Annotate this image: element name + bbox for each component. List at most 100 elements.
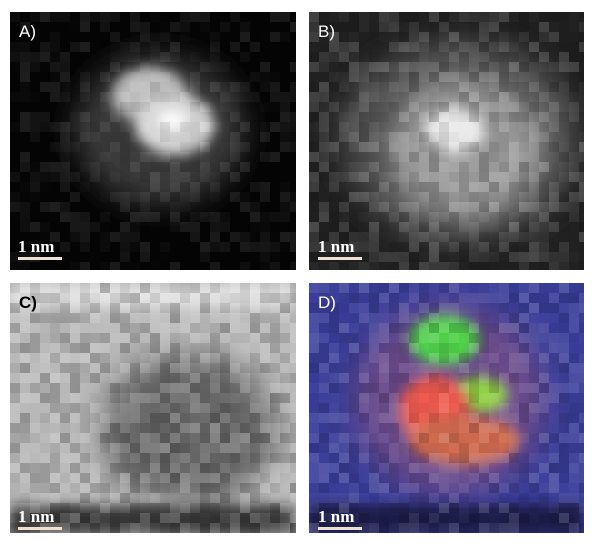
pixel	[389, 72, 399, 82]
pixel	[220, 403, 230, 413]
pixel	[50, 363, 60, 373]
pixel	[519, 313, 529, 323]
pixel	[140, 162, 150, 172]
pixel	[140, 283, 150, 293]
pixel	[319, 172, 329, 182]
pixel	[519, 62, 529, 72]
pixel	[50, 92, 60, 102]
pixel	[70, 102, 80, 112]
pixel	[409, 483, 419, 493]
pixel	[529, 172, 539, 182]
pixel	[439, 493, 449, 503]
pixel	[499, 182, 509, 192]
pixel	[459, 232, 469, 242]
figure: A) B) C) D) 1 nm 1 nm 1 nm 1 nm	[0, 0, 593, 537]
pixel	[339, 333, 349, 343]
pixel	[449, 403, 459, 413]
pixel	[389, 252, 399, 262]
pixel	[379, 493, 389, 503]
pixel	[439, 353, 449, 363]
pixel	[170, 62, 180, 72]
pixel	[509, 252, 519, 262]
pixel	[190, 403, 200, 413]
pixel	[409, 82, 419, 92]
pixel	[180, 523, 190, 533]
pixel	[349, 92, 359, 102]
pixel	[90, 142, 100, 152]
pixel	[130, 523, 140, 533]
pixel	[359, 313, 369, 323]
pixel	[110, 373, 120, 383]
pixel	[210, 52, 220, 62]
pixel	[459, 463, 469, 473]
pixel	[579, 52, 589, 62]
pixel	[449, 82, 459, 92]
pixel	[489, 212, 499, 222]
pixel	[290, 313, 300, 323]
pixel	[160, 403, 170, 413]
pixel	[190, 172, 200, 182]
pixel	[220, 323, 230, 333]
pixel	[120, 463, 130, 473]
pixel	[280, 473, 290, 483]
pixel	[260, 353, 270, 363]
pixel	[529, 503, 539, 513]
pixel	[170, 433, 180, 443]
pixel	[559, 232, 569, 242]
pixel	[519, 172, 529, 182]
pixel	[40, 393, 50, 403]
pixel	[419, 262, 429, 272]
pixel	[10, 383, 20, 393]
pixel	[309, 383, 319, 393]
pixel	[389, 192, 399, 202]
pixel	[290, 373, 300, 383]
pixel	[429, 493, 439, 503]
pixel	[489, 483, 499, 493]
pixel	[10, 453, 20, 463]
pixel	[190, 393, 200, 403]
pixel	[230, 483, 240, 493]
pixel	[30, 152, 40, 162]
pixel	[499, 262, 509, 272]
pixel	[120, 433, 130, 443]
pixel	[369, 82, 379, 92]
pixel	[250, 112, 260, 122]
pixel	[319, 323, 329, 333]
pixel	[10, 42, 20, 52]
pixel	[329, 72, 339, 82]
pixel	[319, 212, 329, 222]
pixel	[539, 333, 549, 343]
pixel	[419, 52, 429, 62]
pixel	[200, 443, 210, 453]
pixel	[220, 433, 230, 443]
pixel	[190, 232, 200, 242]
pixel	[200, 232, 210, 242]
pixel	[449, 383, 459, 393]
pixel	[100, 423, 110, 433]
pixel	[559, 142, 569, 152]
pixel	[479, 403, 489, 413]
pixel	[369, 112, 379, 122]
pixel	[449, 283, 459, 293]
pixel	[579, 443, 589, 453]
pixel	[190, 523, 200, 533]
pixel	[389, 333, 399, 343]
pixel	[280, 202, 290, 212]
pixel	[120, 503, 130, 513]
pixel	[549, 493, 559, 503]
pixel	[429, 463, 439, 473]
pixel	[309, 212, 319, 222]
pixel	[569, 373, 579, 383]
pixel	[509, 413, 519, 423]
pixel	[369, 222, 379, 232]
pixel	[120, 303, 130, 313]
pixel	[40, 132, 50, 142]
pixel	[539, 353, 549, 363]
pixel	[10, 323, 20, 333]
pixel	[190, 242, 200, 252]
pixel	[579, 413, 589, 423]
panel-label: A)	[19, 22, 36, 41]
pixel	[529, 142, 539, 152]
pixel	[200, 383, 210, 393]
pixel	[230, 62, 240, 72]
